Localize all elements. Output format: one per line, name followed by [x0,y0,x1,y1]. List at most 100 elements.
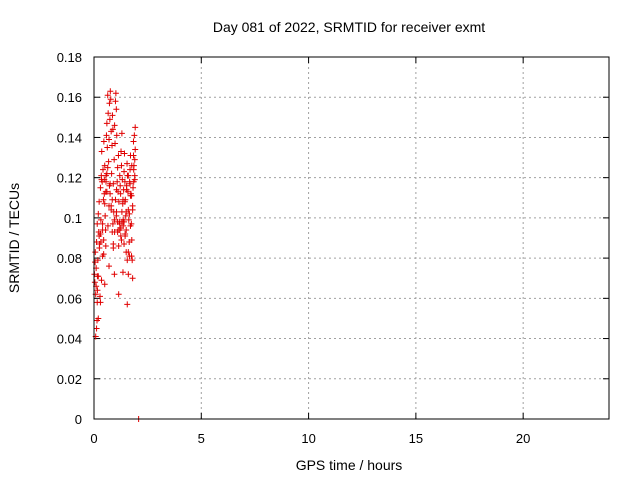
data-point [101,281,108,288]
data-point [124,301,131,308]
y-tick-label: 0.1 [64,211,82,226]
data-point [103,188,110,195]
data-point [96,245,103,252]
data-point [117,224,124,231]
data-point [121,198,128,205]
data-point [111,271,118,278]
data-point [111,216,118,223]
x-tick-label: 20 [516,431,530,446]
data-point [130,138,137,145]
data-point [114,164,121,171]
data-point [107,88,114,95]
x-tick-label: 0 [90,431,97,446]
data-point [121,241,128,248]
data-point [118,130,125,137]
data-point [97,299,104,306]
y-tick-label: 0.06 [57,291,82,306]
data-point [97,293,104,300]
data-point [113,106,120,113]
data-point [106,100,113,107]
data-point [114,178,121,185]
y-tick-label: 0.14 [57,130,82,145]
y-tick-label: 0.08 [57,251,82,266]
data-point [130,166,137,173]
data-point [115,198,122,205]
axis-ticks: 0 0.02 0.04 0.06 0.08 0.1 0.12 0.14 0.16 0.18 0 5 10… [57,50,609,446]
data-point [92,259,99,266]
data-point [109,126,116,133]
x-tick-label: 15 [409,431,423,446]
data-point [118,218,125,225]
data-point [104,144,111,151]
data-point [129,206,136,213]
data-point [132,146,139,153]
data-point [123,186,130,193]
data-point [109,220,116,227]
data-point [126,210,133,217]
data-point [132,124,139,131]
data-point [114,228,121,235]
x-tick-label: 5 [198,431,205,446]
grid [94,57,609,419]
data-point [112,98,119,105]
data-point [98,148,105,155]
data-point [112,140,119,147]
data-point [125,271,132,278]
data-point [106,136,113,143]
data-points [91,88,142,422]
data-point [110,245,117,252]
data-point [95,315,102,322]
data-point [124,160,131,167]
x-axis-label: GPS time / hours [296,457,403,473]
data-point [127,222,134,229]
data-point [117,182,124,189]
data-point [129,275,136,282]
data-point [113,208,120,215]
data-point [94,273,101,280]
data-point [113,132,120,139]
data-point [99,220,106,227]
data-point [98,176,105,183]
data-point [104,92,111,99]
data-point [92,249,99,256]
data-point [95,210,102,217]
y-tick-label: 0.16 [57,90,82,105]
data-point [128,162,135,169]
data-point [119,269,126,276]
data-point [118,162,125,169]
data-point [128,253,135,260]
data-point [124,257,131,264]
data-point [102,212,109,219]
data-point [96,198,103,205]
data-point [109,142,116,149]
data-point [116,172,123,179]
data-point [122,232,129,239]
data-point [127,192,134,199]
data-point [94,287,101,294]
y-tick-label: 0.04 [57,332,82,347]
data-point [100,166,107,173]
plot-frame [93,56,610,420]
data-point [101,162,108,169]
data-point [115,291,122,298]
data-point [101,200,108,207]
data-point [115,243,122,250]
data-point [112,90,119,97]
data-point [102,243,109,250]
data-point [96,232,103,239]
y-axis-label: SRMTID / TECUs [6,183,22,293]
data-point [121,150,128,157]
data-point [100,196,107,203]
data-point [128,237,135,244]
y-tick-label: 0.18 [57,50,82,65]
data-point [111,156,118,163]
data-point [113,186,120,193]
data-point [104,222,111,229]
data-point [103,172,110,179]
data-point [99,226,106,233]
data-point [130,152,137,159]
data-point [125,216,132,223]
data-point [125,249,132,256]
data-point [106,116,113,123]
